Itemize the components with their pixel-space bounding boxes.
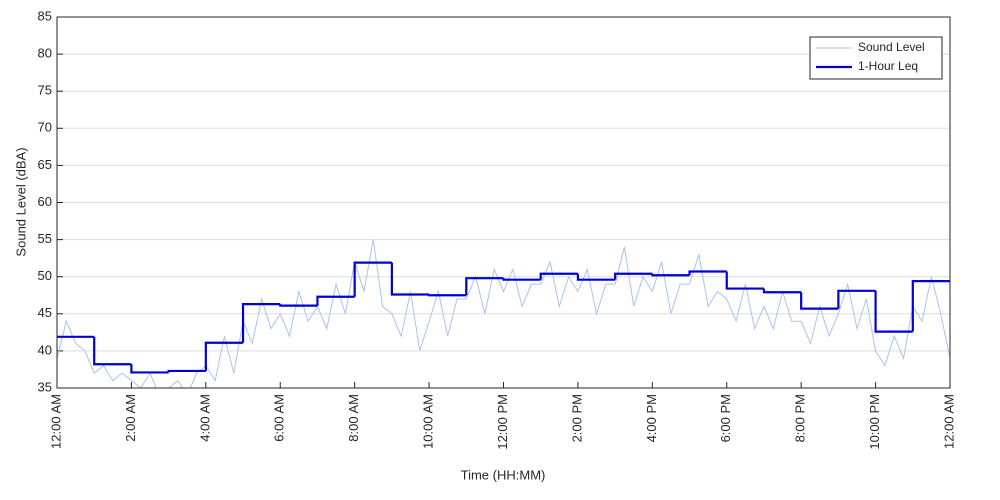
leq-step bbox=[911, 280, 950, 332]
leq-step bbox=[241, 303, 281, 343]
y-tick-label: 75 bbox=[38, 83, 52, 98]
leq-step bbox=[204, 341, 244, 371]
x-tick-label: 8:00 PM bbox=[793, 394, 808, 442]
x-tick-label: 10:00 PM bbox=[867, 394, 882, 450]
x-tick-label: 12:00 AM bbox=[48, 394, 63, 449]
y-tick-label: 40 bbox=[38, 342, 52, 357]
leq-step bbox=[800, 292, 839, 310]
legend-box bbox=[809, 36, 943, 80]
x-tick-label: 12:00 AM bbox=[941, 394, 956, 449]
leq-step bbox=[279, 304, 318, 307]
y-tick-label: 85 bbox=[38, 8, 52, 23]
x-tick-label: 8:00 AM bbox=[346, 394, 361, 442]
leq-step bbox=[502, 278, 541, 281]
leq-step bbox=[688, 270, 727, 276]
leq-step bbox=[576, 273, 616, 281]
x-tick-label: 2:00 AM bbox=[123, 394, 138, 442]
leq-step bbox=[614, 272, 653, 280]
leq-step bbox=[93, 336, 132, 366]
leq-step bbox=[390, 262, 430, 296]
y-tick-label: 65 bbox=[38, 157, 52, 172]
y-axis-label: Sound Level (dBA) bbox=[13, 147, 28, 256]
y-tick-label: 60 bbox=[38, 194, 52, 209]
x-tick-label: 6:00 PM bbox=[718, 394, 733, 442]
leq-step bbox=[651, 273, 690, 277]
x-tick-label: 12:00 PM bbox=[495, 394, 510, 450]
y-tick-label: 70 bbox=[38, 120, 52, 135]
leq-step bbox=[874, 290, 913, 333]
leq-step bbox=[762, 288, 802, 294]
leq-step bbox=[465, 277, 504, 296]
leq-step bbox=[130, 364, 169, 374]
leq-step bbox=[353, 261, 392, 297]
leq-step bbox=[539, 272, 578, 280]
y-tick-label: 35 bbox=[38, 379, 52, 394]
x-axis-label: Time (HH:MM) bbox=[461, 467, 546, 482]
x-tick-label: 6:00 AM bbox=[272, 394, 287, 442]
leq-step bbox=[725, 271, 764, 290]
leq-step bbox=[427, 294, 467, 297]
y-tick-label: 50 bbox=[38, 268, 52, 283]
x-tick-label: 4:00 PM bbox=[644, 394, 659, 442]
x-tick-label: 4:00 AM bbox=[197, 394, 212, 442]
y-tick-label: 55 bbox=[38, 231, 52, 246]
plot-series bbox=[57, 239, 950, 388]
x-tick-label: 10:00 AM bbox=[421, 394, 436, 449]
legend-label: 1-Hour Leq bbox=[858, 59, 918, 73]
leq-step bbox=[167, 369, 206, 373]
leq-step bbox=[316, 295, 355, 306]
leq-step bbox=[837, 289, 876, 309]
legend-label: Sound Level bbox=[858, 40, 925, 54]
y-tick-label: 80 bbox=[38, 46, 52, 61]
plot-frame bbox=[56, 16, 951, 389]
x-tick-label: 2:00 PM bbox=[569, 394, 584, 442]
y-tick-label: 45 bbox=[38, 305, 52, 320]
